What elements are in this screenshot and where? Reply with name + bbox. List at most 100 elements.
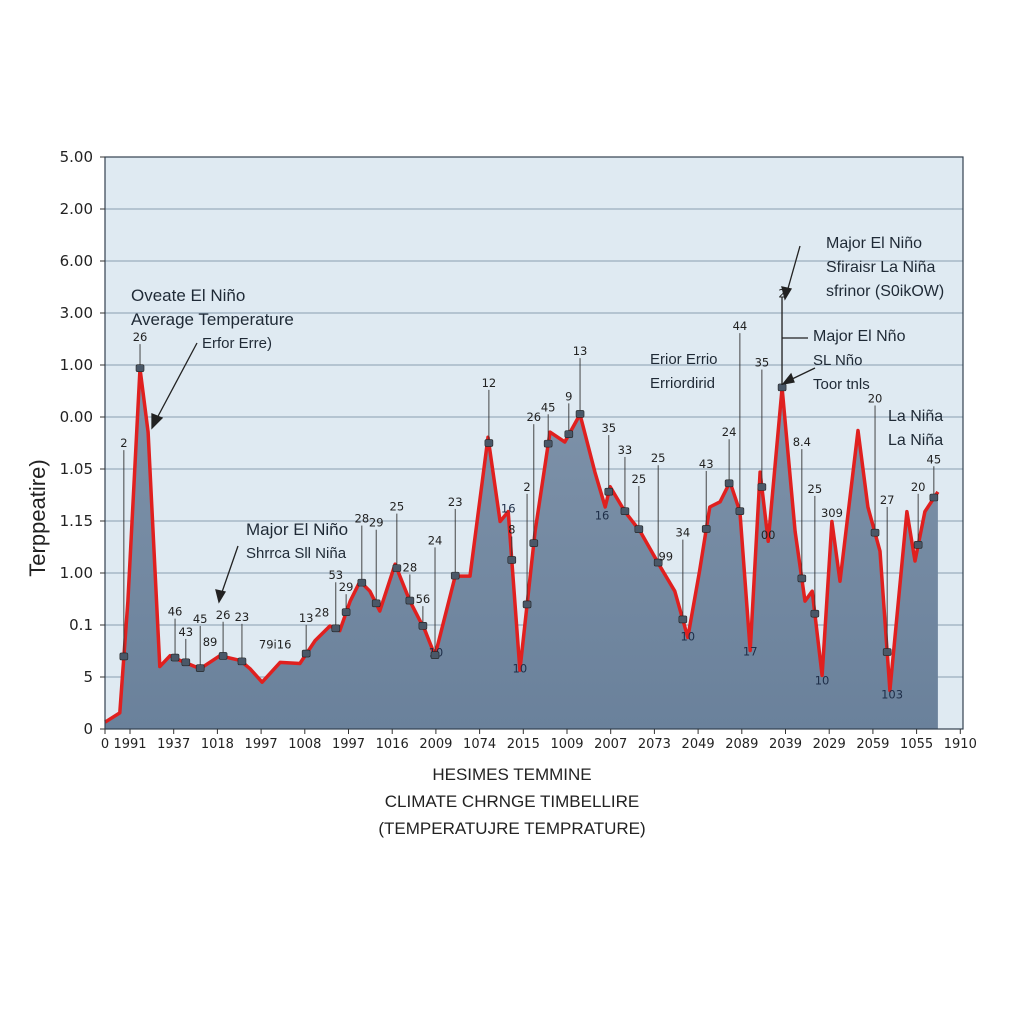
data-marker — [301, 649, 311, 658]
annotation-line: La Niña — [888, 408, 944, 425]
data-label: 24 — [722, 425, 737, 439]
data-label: 00 — [761, 528, 776, 542]
annotation-line: Oveate El Niño — [131, 286, 246, 305]
data-label: 8 — [508, 522, 515, 536]
data-label: 29 — [369, 516, 384, 530]
x-tick-label: 2007 — [594, 737, 627, 752]
data-label: 25 — [808, 482, 823, 496]
data-label: 2 — [778, 286, 785, 300]
data-label: 45 — [193, 612, 208, 626]
y-tick-label: 0.1 — [69, 616, 93, 634]
data-label: 103 — [881, 687, 903, 701]
annotation-line: Major El Niño — [246, 520, 349, 539]
data-marker — [331, 624, 341, 633]
annotation-line: SL Nño — [813, 352, 863, 369]
data-marker — [929, 493, 939, 502]
data-label: 309 — [821, 506, 843, 520]
chart-title-line-3: (TEMPERATUJRE TEMPRATURE) — [378, 819, 646, 838]
data-label: 28 — [315, 606, 330, 620]
annotation-center: Erior Errio Erriordirid — [650, 348, 718, 396]
data-label: 24 — [428, 533, 443, 547]
annotation-line: Toor tnls — [813, 376, 870, 393]
y-tick-label: 1.15 — [60, 512, 93, 530]
data-marker — [529, 539, 539, 547]
data-marker — [522, 600, 532, 609]
annotation-arrows — [151, 245, 816, 604]
data-label: 28 — [403, 560, 418, 574]
x-tick-label: 2073 — [638, 737, 671, 752]
annotation-line: La Niña — [888, 432, 944, 449]
data-marker — [913, 541, 923, 549]
data-label: 45 — [927, 452, 942, 466]
data-marker — [484, 439, 494, 447]
data-marker — [564, 430, 574, 438]
data-label: 23 — [235, 610, 250, 624]
data-label: 43 — [699, 457, 714, 471]
data-marker — [119, 652, 129, 661]
data-label: 20 — [911, 480, 926, 494]
data-label: 9 — [565, 389, 572, 403]
temperature-line — [104, 366, 940, 724]
data-label: 20 — [868, 391, 883, 405]
data-marker — [418, 622, 428, 630]
y-tick-label: 6.00 — [60, 252, 93, 270]
chart-title-line-1: HESIMES TEMMINE — [432, 765, 592, 784]
data-label: 2 — [523, 480, 530, 494]
y-tick-label: 0.00 — [60, 408, 93, 426]
x-tick-label: 2089 — [725, 737, 758, 752]
y-tick-label: 1.00 — [60, 564, 93, 582]
data-label: 13 — [299, 611, 314, 625]
data-marker — [392, 564, 402, 572]
x-tick-label: 1018 — [201, 737, 234, 752]
data-marker — [135, 364, 145, 372]
data-label: 25 — [390, 500, 405, 514]
data-marker — [371, 599, 381, 608]
data-label: 45 — [541, 400, 556, 414]
data-label: 13 — [573, 344, 588, 358]
data-marker — [735, 507, 745, 515]
x-tick-label: 1991 — [113, 737, 146, 752]
y-tick-label: 5 — [83, 668, 93, 686]
data-marker — [634, 525, 644, 533]
data-marker — [170, 653, 180, 662]
annotation-line: Erfor Erre) — [202, 335, 273, 352]
data-label: 33 — [618, 443, 633, 457]
data-label: 35 — [755, 356, 770, 370]
annotation-right-low: La Niña La Niña — [888, 405, 943, 453]
annotation-line: sfrinor (S0ikOW) — [826, 283, 945, 300]
data-label: 23 — [448, 495, 463, 509]
data-label: 53 — [328, 568, 343, 582]
annotation-line: Major El Niño — [826, 235, 923, 252]
data-label: 10 — [680, 630, 695, 644]
y-tick-label: 0 — [83, 720, 93, 738]
data-label: 43 — [178, 625, 193, 639]
annotation-line: Major El Nño — [813, 328, 906, 345]
data-label: 2 — [120, 436, 127, 450]
data-label: 26 — [526, 410, 541, 424]
x-tick-label: 1009 — [550, 737, 583, 752]
data-marker — [195, 664, 205, 672]
annotation-left-top: Oveate El Niño Average Temperature Erfor… — [131, 284, 294, 356]
data-label: 26 — [216, 608, 231, 622]
data-marker — [507, 556, 517, 564]
x-tick-label: 2009 — [419, 737, 452, 752]
data-label: 25 — [632, 472, 647, 486]
data-marker — [181, 658, 191, 667]
data-marker — [882, 648, 892, 656]
data-marker — [575, 410, 585, 418]
annotation-right-mid: Major El Nño SL Nño Toor tnls — [813, 325, 905, 397]
data-label: 27 — [880, 493, 895, 507]
chart-title-line-2: CLIMATE CHRNGE TIMBELLIRE — [384, 792, 640, 811]
data-label: 16 — [501, 502, 516, 516]
data-marker — [341, 608, 351, 616]
data-marker — [653, 558, 663, 567]
x-tick-label: 1016 — [376, 737, 409, 752]
data-marker — [810, 609, 820, 618]
annotation-line: Sfiraisr La Niña — [826, 259, 936, 276]
x-tick-label: 2039 — [769, 737, 802, 752]
data-marker — [543, 439, 553, 448]
x-tick-label: 2029 — [813, 737, 846, 752]
data-label: 34 — [676, 526, 691, 540]
y-tick-label: 1.00 — [60, 356, 93, 374]
data-label: 25 — [651, 451, 666, 465]
